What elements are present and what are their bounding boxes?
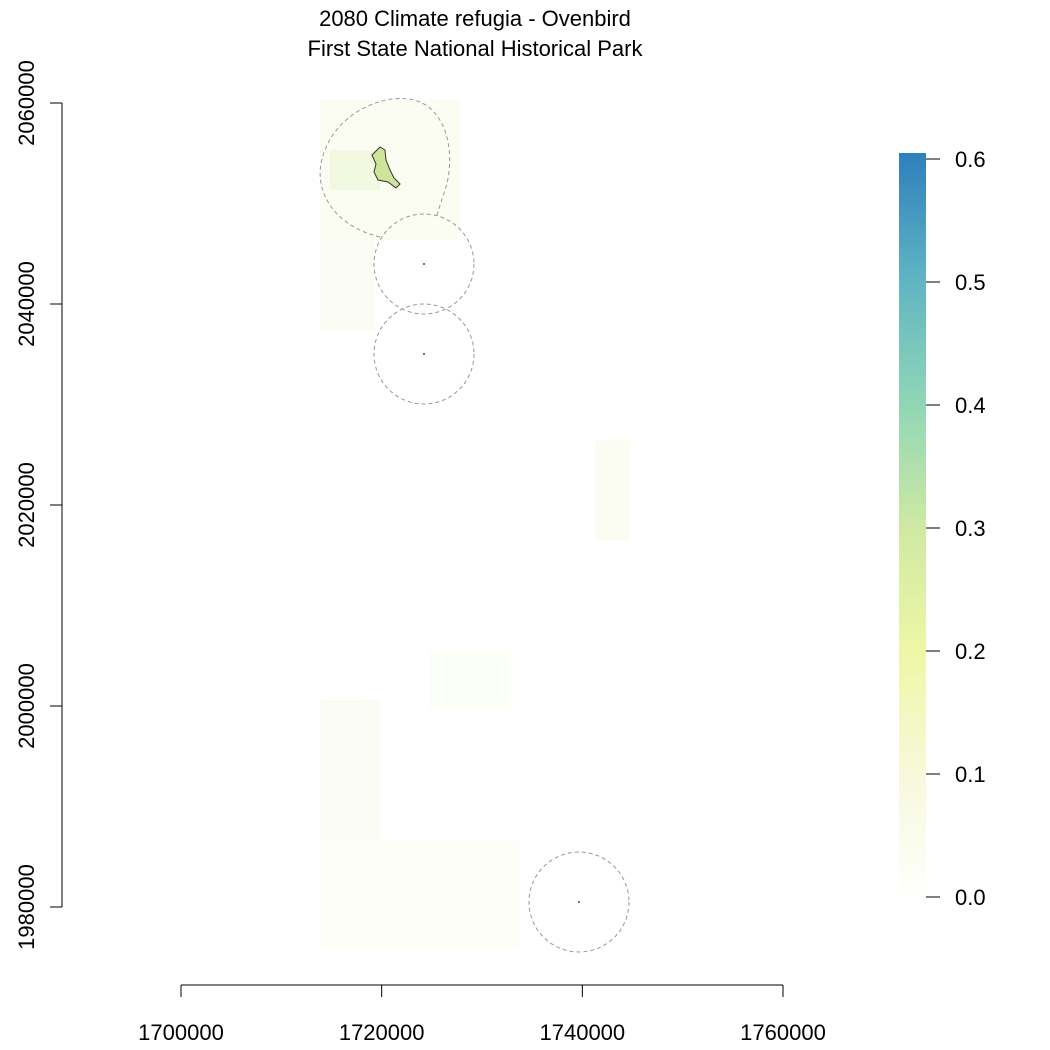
site-point [578, 901, 580, 903]
map-title: 2080 Climate refugia - Ovenbird [319, 6, 631, 31]
colorbar-tick-label: 0.1 [955, 762, 986, 787]
y-tick-label: 2020000 [14, 462, 39, 548]
y-tick-label: 1980000 [14, 864, 39, 950]
colorbar-tick-label: 0.4 [955, 393, 986, 418]
x-tick-label: 1760000 [740, 1020, 826, 1045]
colorbar-tick-label: 0.0 [955, 885, 986, 910]
buffers [319, 98, 630, 953]
x-tick-label: 1700000 [138, 1020, 224, 1045]
park-buffer [319, 98, 451, 238]
map-subtitle: First State National Historical Park [308, 36, 644, 61]
colorbar [899, 153, 926, 903]
site-buffer [373, 213, 475, 315]
site-point [423, 353, 425, 355]
y-tick-label: 2000000 [14, 663, 39, 749]
raster-speckle [320, 100, 630, 950]
site-buffer [528, 851, 630, 953]
colorbar-tick-label: 0.2 [955, 639, 986, 664]
colorbar-tick-label: 0.3 [955, 516, 986, 541]
x-tick-label: 1720000 [339, 1020, 425, 1045]
site-point [423, 263, 425, 265]
y-tick-label: 2060000 [14, 60, 39, 146]
park-boundary [371, 146, 401, 189]
y-tick-label: 2040000 [14, 261, 39, 347]
colorbar-tick-label: 0.5 [955, 270, 986, 295]
x-tick-label: 1740000 [540, 1020, 626, 1045]
colorbar-tick-label: 0.6 [955, 147, 986, 172]
site-buffer [373, 303, 475, 405]
